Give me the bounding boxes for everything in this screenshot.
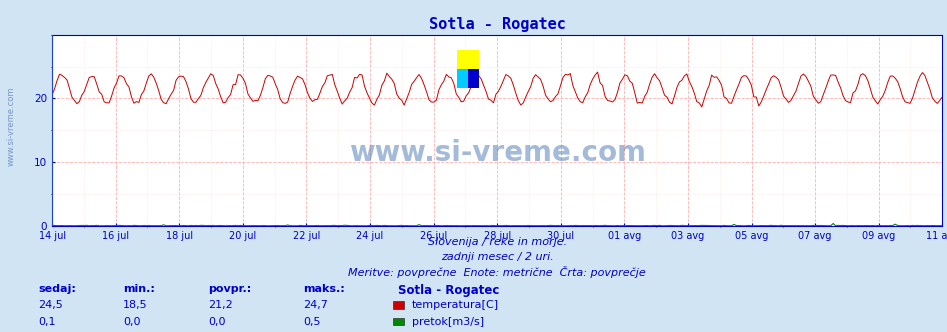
Text: zadnji mesec / 2 uri.: zadnji mesec / 2 uri. [440, 252, 554, 262]
FancyBboxPatch shape [468, 69, 479, 88]
FancyBboxPatch shape [457, 69, 468, 88]
Text: temperatura[C]: temperatura[C] [412, 300, 499, 310]
Text: 0,0: 0,0 [123, 317, 140, 327]
Text: 18,5: 18,5 [123, 300, 148, 310]
Text: povpr.:: povpr.: [208, 284, 252, 294]
Text: www.si-vreme.com: www.si-vreme.com [348, 139, 646, 167]
Text: 21,2: 21,2 [208, 300, 233, 310]
Text: sedaj:: sedaj: [38, 284, 76, 294]
Text: 0,1: 0,1 [38, 317, 55, 327]
Text: www.si-vreme.com: www.si-vreme.com [7, 86, 16, 166]
Text: maks.:: maks.: [303, 284, 345, 294]
Text: 24,7: 24,7 [303, 300, 328, 310]
Text: min.:: min.: [123, 284, 155, 294]
Text: 0,0: 0,0 [208, 317, 225, 327]
Title: Sotla - Rogatec: Sotla - Rogatec [429, 17, 565, 32]
Text: Slovenija / reke in morje.: Slovenija / reke in morje. [428, 237, 566, 247]
Text: 24,5: 24,5 [38, 300, 63, 310]
Text: Meritve: povprečne  Enote: metrične  Črta: povprečje: Meritve: povprečne Enote: metrične Črta:… [348, 266, 646, 278]
Text: pretok[m3/s]: pretok[m3/s] [412, 317, 484, 327]
Text: 0,5: 0,5 [303, 317, 320, 327]
FancyBboxPatch shape [457, 50, 479, 69]
Text: Sotla - Rogatec: Sotla - Rogatec [398, 284, 499, 297]
